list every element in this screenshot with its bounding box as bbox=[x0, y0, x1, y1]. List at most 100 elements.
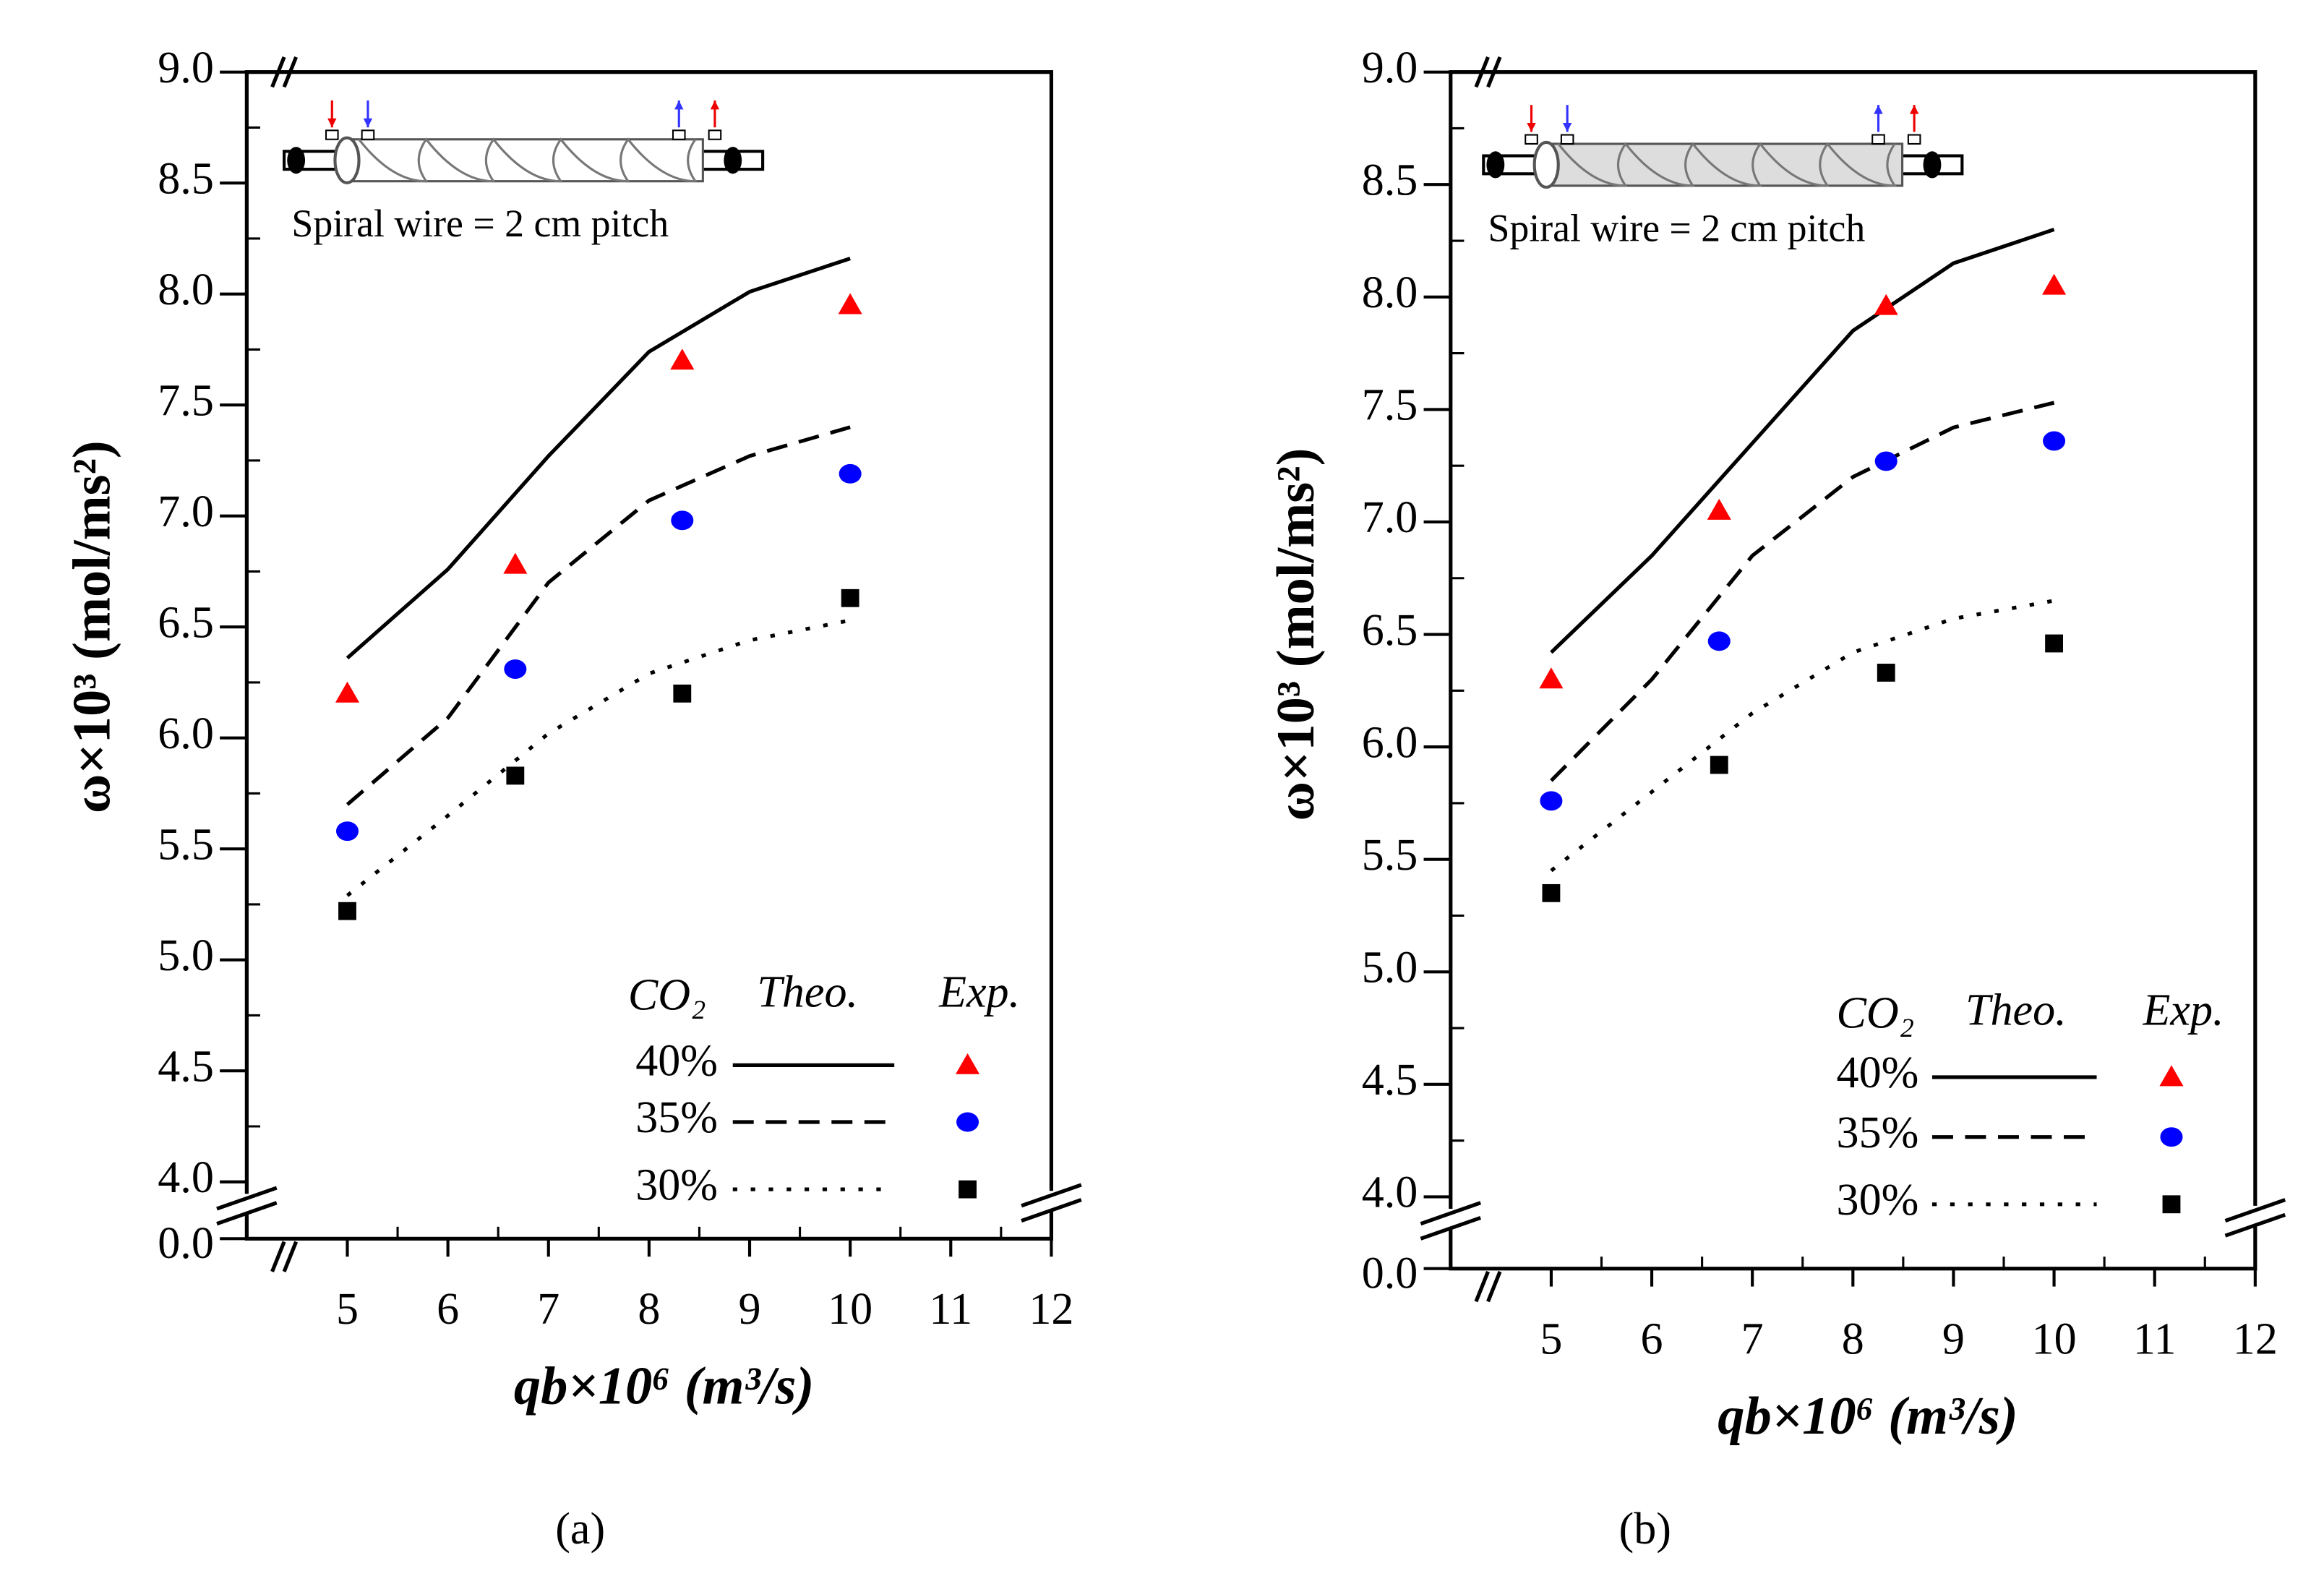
y-tick-label: 8.0 bbox=[158, 265, 214, 314]
x-tick-label: 10 bbox=[828, 1285, 872, 1334]
y-tick-label: 6.5 bbox=[158, 598, 214, 647]
port bbox=[361, 129, 375, 140]
exp-point bbox=[1539, 667, 1564, 689]
exp-point bbox=[670, 348, 695, 370]
tube-end bbox=[724, 147, 742, 174]
axis-break bbox=[1486, 1270, 1502, 1303]
axis-break bbox=[216, 1201, 278, 1226]
x-tick-label: 11 bbox=[929, 1285, 972, 1334]
tube-end bbox=[1923, 151, 1942, 179]
axis-break bbox=[1420, 1215, 1482, 1241]
exp-point bbox=[1874, 294, 1898, 315]
theory-line bbox=[346, 425, 851, 806]
port bbox=[708, 129, 722, 140]
y-tick-label: 7.0 bbox=[1362, 493, 1418, 542]
spiral-wire bbox=[358, 137, 698, 183]
exp-point bbox=[1707, 631, 1731, 651]
exp-point bbox=[1542, 883, 1561, 902]
flow-arrow-head bbox=[710, 100, 720, 110]
x-tick-label: 7 bbox=[1741, 1314, 1764, 1364]
tube-mouth bbox=[1532, 140, 1560, 189]
theory-line bbox=[1550, 599, 2055, 873]
legend-marker bbox=[955, 1053, 980, 1074]
inset-drawing bbox=[1482, 105, 1964, 189]
legend-header: Theo. bbox=[757, 967, 858, 1016]
legend-label: 40% bbox=[635, 1037, 718, 1086]
exp-point bbox=[335, 821, 359, 842]
x-tick-label: 6 bbox=[1641, 1314, 1663, 1364]
axis-break bbox=[1021, 1183, 1082, 1208]
y-tick-label: 8.0 bbox=[1362, 268, 1418, 317]
y-tick-label: 5.5 bbox=[1362, 831, 1418, 880]
exp-point bbox=[841, 588, 859, 607]
legend-label: 40% bbox=[1837, 1048, 1919, 1097]
theory-line bbox=[346, 618, 851, 897]
y-tick-label: 8.5 bbox=[158, 154, 214, 203]
y-axis-title: ω×10³ (mol/ms²) bbox=[1266, 448, 1326, 821]
y-tick-label: 5.0 bbox=[158, 931, 214, 980]
axis-break bbox=[270, 56, 286, 88]
exp-point bbox=[2045, 634, 2063, 653]
legend-header: Exp. bbox=[2143, 985, 2224, 1035]
y-tick-label: 5.0 bbox=[1362, 943, 1418, 993]
axis-break bbox=[1420, 1201, 1482, 1226]
x-axis-title: qb×10⁶ (m³/s) bbox=[514, 1356, 814, 1416]
port bbox=[672, 129, 686, 140]
x-tick-label: 6 bbox=[437, 1285, 459, 1334]
y-tick-label: 0.0 bbox=[1362, 1249, 1418, 1298]
x-tick-label: 8 bbox=[1842, 1314, 1864, 1364]
y-tick-label: 4.0 bbox=[158, 1153, 214, 1202]
exp-point bbox=[504, 659, 527, 679]
theory-line bbox=[346, 257, 851, 660]
spiral-wire bbox=[1557, 142, 1898, 187]
x-tick-label: 8 bbox=[638, 1285, 660, 1334]
exp-point bbox=[338, 902, 356, 920]
y-axis-title: ω×10³ (mol/ms²) bbox=[63, 440, 122, 813]
y-tick-label: 7.5 bbox=[1362, 381, 1418, 430]
legend-label: 35% bbox=[1837, 1108, 1919, 1157]
tube-end bbox=[287, 147, 306, 174]
x-tick-label: 9 bbox=[1942, 1314, 1965, 1364]
exp-point bbox=[839, 463, 862, 484]
tube-mouth bbox=[333, 136, 361, 184]
port bbox=[1525, 134, 1538, 145]
port bbox=[325, 129, 339, 140]
legend-label: 35% bbox=[635, 1093, 718, 1142]
y-tick-label: 4.0 bbox=[1362, 1168, 1418, 1217]
exp-point bbox=[2042, 273, 2067, 295]
flow-arrow-head bbox=[1562, 122, 1572, 132]
legend-header: Theo. bbox=[1965, 985, 2067, 1035]
panel-caption: (a) bbox=[555, 1504, 605, 1554]
flow-arrow-head bbox=[1527, 122, 1536, 132]
exp-point bbox=[1540, 791, 1563, 811]
axis-break bbox=[1021, 1198, 1082, 1223]
axis-break bbox=[1474, 1270, 1490, 1303]
x-tick-label: 5 bbox=[336, 1285, 359, 1334]
x-tick-label: 9 bbox=[738, 1285, 760, 1334]
exp-point bbox=[671, 510, 694, 531]
axis-break bbox=[2224, 1212, 2286, 1238]
inset-caption: Spiral wire = 2 cm pitch bbox=[291, 202, 669, 245]
panel-caption: (b) bbox=[1619, 1504, 1671, 1554]
legend-title: CO₂ bbox=[1837, 988, 1915, 1037]
exp-point bbox=[1707, 498, 1731, 520]
y-tick-label: 6.5 bbox=[1362, 606, 1418, 655]
x-tick-label: 5 bbox=[1540, 1314, 1562, 1364]
axis-break bbox=[1486, 56, 1502, 88]
y-tick-label: 8.5 bbox=[1362, 155, 1418, 205]
exp-point bbox=[335, 681, 360, 703]
inset-drawing bbox=[283, 100, 765, 184]
y-tick-label: 7.5 bbox=[158, 376, 214, 425]
y-tick-label: 9.0 bbox=[1362, 43, 1418, 93]
flow-arrow-head bbox=[327, 118, 337, 128]
y-tick-label: 6.0 bbox=[158, 709, 214, 758]
exp-point bbox=[506, 766, 525, 785]
exp-point bbox=[838, 293, 862, 314]
theory-line bbox=[1550, 228, 2055, 654]
y-tick-label: 9.0 bbox=[158, 43, 214, 93]
tube-end bbox=[1486, 151, 1505, 179]
x-tick-label: 12 bbox=[2233, 1314, 2278, 1364]
x-tick-label: 11 bbox=[2133, 1314, 2177, 1364]
axis-break bbox=[282, 1241, 299, 1272]
